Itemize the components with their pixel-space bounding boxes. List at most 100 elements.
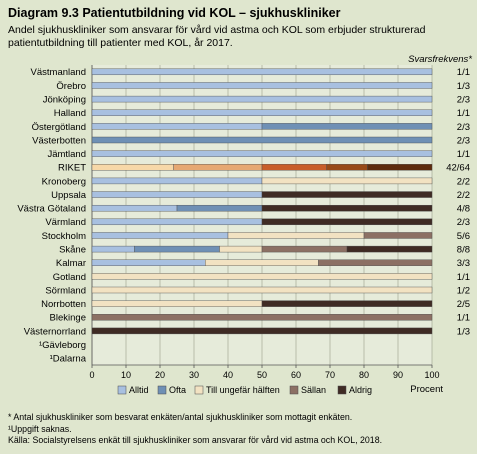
y-category-label: Sörmland [45,285,86,296]
chart-notes: * Antal sjukhuskliniker som besvarat enk… [8,412,470,447]
x-axis-title: Procent [410,384,443,395]
bar-segment [318,259,433,266]
bar-segment [261,204,433,212]
x-tick-label: 90 [393,370,403,380]
bar-segment [91,164,174,171]
x-tick-label: 70 [325,370,335,380]
bar-segment [261,191,433,198]
legend-label: Ofta [169,385,186,395]
bar-segment [91,327,433,335]
y-category-label: Jönköping [43,94,86,105]
legend-label: Alltid [129,385,149,395]
bar-segment [346,245,433,253]
x-tick-label: 100 [424,370,439,380]
response-rate-value: 1/3 [457,81,470,92]
x-tick-label: 80 [359,370,369,380]
response-rate-value: 1/1 [457,149,470,160]
response-rate-value: 1/3 [457,326,470,337]
bar-segment [173,164,263,171]
y-category-label: Blekinge [50,313,86,324]
bar-segment [176,204,263,212]
bar-segment [91,109,433,116]
note-source: Källa: Socialstyrelsens enkät till sjukh… [8,435,383,445]
response-rate-value: 1/1 [457,313,470,324]
y-category-label: Västmanland [31,67,86,78]
y-category-label: Östergötland [32,122,86,133]
legend-label: Till ungefär hälften [206,385,280,395]
response-rate-value: 2/3 [457,135,470,146]
legend-label: Aldrig [349,385,372,395]
y-category-label: Gotland [53,272,86,283]
y-category-label: ¹Dalarna [50,354,87,365]
bar-segment [91,218,263,226]
x-tick-label: 40 [223,370,233,380]
bar-segment [91,136,433,144]
response-rate-value: 42/64 [446,163,470,174]
bar-segment [91,150,433,157]
response-rate-value: 1/2 [457,285,470,296]
response-rate-value: 2/3 [457,94,470,105]
bar-segment [91,273,433,280]
bar-segment [261,164,327,171]
x-tick-label: 60 [291,370,301,380]
response-rate-value: 1/1 [457,108,470,119]
bar-segment [326,164,368,171]
response-rate-value: 2/5 [457,299,470,310]
y-category-label: Kalmar [56,258,86,269]
chart-title: Diagram 9.3 Patientutbildning vid KOL – … [8,6,341,20]
bar-segment [91,286,433,294]
response-rate-value: 4/8 [457,204,470,215]
bar-segment [261,300,433,307]
response-rate-value: 2/2 [457,176,470,187]
bar-segment [91,191,263,198]
y-category-label: Skåne [59,244,86,255]
bar-segment [219,245,263,253]
legend-swatch [157,385,167,395]
bar-segment [91,259,206,266]
legend-label: Sällan [301,385,326,395]
response-rate-value: 3/3 [457,258,470,269]
response-rate-value: 5/6 [457,231,470,242]
y-category-label: Jämtland [47,149,86,160]
y-category-label: ¹Gävleborg [39,340,86,351]
y-category-label: RIKET [58,163,86,174]
x-tick-label: 30 [189,370,199,380]
response-rate-value: 1/1 [457,272,470,283]
bar-segment [91,245,135,253]
note-response-rate: * Antal sjukhuskliniker som besvarat enk… [8,412,353,422]
response-rate-value: 2/3 [457,122,470,133]
x-tick-label: 50 [257,370,267,380]
bar-segment [91,177,263,185]
x-tick-label: 0 [89,370,94,380]
y-category-label: Uppsala [51,190,87,201]
bar-segment [205,259,319,266]
y-category-label: Västra Götaland [17,204,86,215]
bar-segment [91,204,178,212]
legend-swatch [337,385,347,395]
bar-segment [91,95,433,103]
bar-segment [91,82,433,89]
bar-segment [261,177,433,185]
bar-segment [91,300,263,307]
bar-segment [367,164,433,171]
y-category-label: Värmland [45,217,86,228]
bar-segment [261,245,348,253]
bar-segment [261,218,433,226]
bar-segment [363,232,433,239]
bar-segment [91,123,263,130]
y-category-label: Västerbotten [32,135,86,146]
bar-segment [261,123,433,130]
bar-segment [227,232,365,239]
y-category-label: Stockholm [42,231,86,242]
bar-segment [91,232,229,239]
chart-subtitle: Andel sjukhuskliniker som ansvarar för v… [8,24,426,49]
bar-segment [91,68,433,76]
response-rate-value: 2/2 [457,190,470,201]
response-rate-value: 2/3 [457,217,470,228]
x-tick-label: 10 [121,370,131,380]
y-category-label: Örebro [56,81,86,92]
y-category-label: Norrbotten [41,299,86,310]
response-rate-value: 8/8 [457,244,470,255]
